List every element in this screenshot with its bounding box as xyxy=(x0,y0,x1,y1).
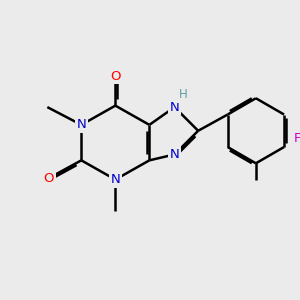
Text: O: O xyxy=(44,172,54,184)
Text: N: N xyxy=(110,173,120,186)
Text: O: O xyxy=(110,70,121,83)
Text: H: H xyxy=(178,88,187,101)
Text: F: F xyxy=(294,132,300,145)
Text: N: N xyxy=(169,148,179,161)
Text: N: N xyxy=(76,118,86,131)
Text: N: N xyxy=(169,100,179,114)
